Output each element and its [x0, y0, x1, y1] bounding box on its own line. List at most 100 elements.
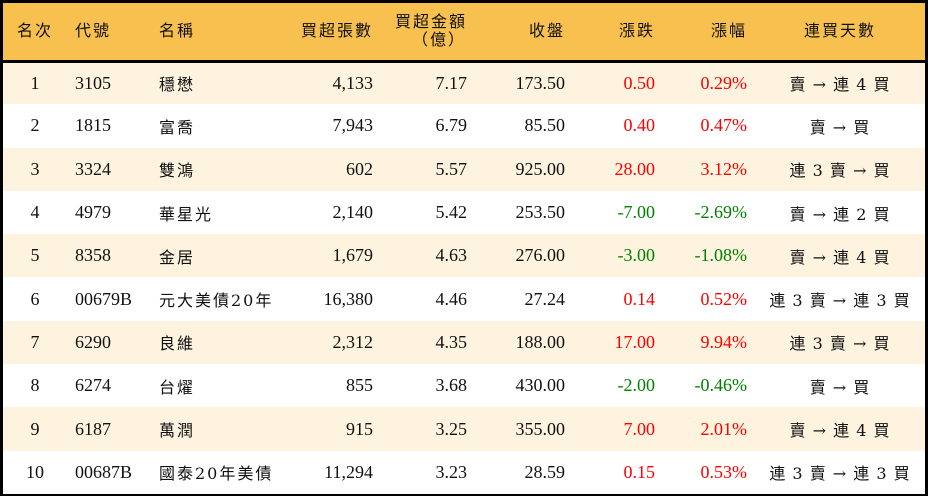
header-net-buy-amount[interactable]: 買超金額 （億）: [381, 3, 481, 63]
net-buy-lots-cell: 2,312: [332, 331, 374, 352]
change-pct-cell: 0.29%: [700, 72, 748, 93]
net-buy-ranking-table: 名次 代號 名稱 買超張數 買超金額 （億） 收盤 漲跌 漲幅 連買天數 1 31…: [3, 3, 925, 494]
net-buy-amount-cell: 4.46: [435, 288, 468, 309]
change-pct-cell: 0.53%: [700, 461, 748, 482]
change-cell: 7.00: [623, 418, 656, 439]
header-change-pct[interactable]: 漲幅: [663, 3, 755, 63]
change-cell: -3.00: [617, 245, 656, 266]
close-price-cell: 355.00: [515, 418, 566, 439]
name-cell: 華星光: [159, 204, 214, 224]
net-buy-amount-cell: 7.17: [435, 72, 468, 93]
net-buy-lots-cell: 855: [346, 375, 373, 396]
streak-cell: 賣 → 連 4 買: [789, 75, 891, 95]
change-cell: -2.00: [617, 375, 656, 396]
streak-cell: 賣 → 連 2 買: [789, 204, 891, 224]
net-buy-lots-cell: 16,380: [323, 288, 374, 309]
net-buy-amount-cell: 4.63: [435, 245, 468, 266]
net-buy-lots-cell: 915: [346, 418, 373, 439]
name-cell: 台燿: [159, 377, 196, 397]
rank-cell: 7: [30, 331, 40, 352]
change-pct-cell: 2.01%: [700, 418, 748, 439]
rank-cell: 10: [26, 461, 44, 482]
streak-cell: 連 3 賣 → 連 3 買: [769, 464, 911, 484]
table-row[interactable]: 4 4979 華星光 2,140 5.42 253.50 -7.00 -2.69% 賣 → 連 …: [3, 190, 925, 235]
change-pct-cell: -0.46%: [694, 375, 748, 396]
header-code[interactable]: 代號: [67, 3, 149, 63]
table-row[interactable]: 10 00687B 國泰20年美債 11,294 3.23 28.59 0.15 0.53% 連…: [3, 450, 925, 494]
code-cell: 3105: [75, 72, 111, 93]
change-cell: 0.14: [623, 288, 656, 309]
net-buy-lots-cell: 4,133: [332, 72, 374, 93]
name-cell: 金居: [159, 247, 196, 267]
header-streak[interactable]: 連買天數: [755, 3, 925, 63]
code-cell: 1815: [75, 115, 111, 136]
table-row[interactable]: 2 1815 富喬 7,943 6.79 85.50 0.40 0.47% 賣 → 買: [3, 104, 925, 148]
code-cell: 00687B: [75, 461, 133, 482]
name-cell: 元大美債20年: [159, 291, 274, 311]
table-row[interactable]: 1 3105 穩懋 4,133 7.17 173.50 0.50 0.29% 賣 → 連 4 買: [3, 61, 925, 105]
table-row[interactable]: 9 6187 萬潤 915 3.25 355.00 7.00 2.01% 賣 → 連 4 買: [3, 407, 925, 451]
name-cell: 萬潤: [159, 421, 196, 441]
net-buy-amount-cell: 4.35: [435, 331, 468, 352]
change-pct-cell: 0.47%: [700, 115, 748, 136]
code-cell: 3324: [75, 158, 111, 179]
net-buy-lots-cell: 7,943: [332, 115, 374, 136]
change-cell: 28.00: [614, 158, 656, 179]
net-buy-amount-cell: 6.79: [435, 115, 468, 136]
table-row[interactable]: 3 3324 雙鴻 602 5.57 925.00 28.00 3.12% 連 3 賣 → 買: [3, 147, 925, 191]
code-cell: 6274: [75, 375, 111, 396]
change-cell: 0.15: [623, 461, 656, 482]
name-cell: 雙鴻: [159, 161, 196, 181]
name-cell: 穩懋: [159, 75, 196, 95]
net-buy-lots-cell: 1,679: [332, 245, 374, 266]
change-cell: 0.40: [623, 115, 656, 136]
streak-cell: 連 3 賣 → 買: [789, 161, 891, 181]
change-pct-cell: 9.94%: [700, 331, 748, 352]
net-buy-amount-cell: 3.23: [435, 461, 468, 482]
change-cell: 0.50: [623, 72, 656, 93]
header-net-buy-amount-line2: （億）: [411, 30, 466, 50]
table-row[interactable]: 8 6274 台燿 855 3.68 430.00 -2.00 -0.46% 賣 → 買: [3, 364, 925, 408]
header-rank[interactable]: 名次: [3, 3, 67, 63]
table-header-row: 名次 代號 名稱 買超張數 買超金額 （億） 收盤 漲跌 漲幅 連買天數: [3, 3, 925, 63]
rank-cell: 9: [30, 418, 40, 439]
change-pct-cell: 0.52%: [700, 288, 748, 309]
change-pct-cell: -2.69%: [694, 202, 748, 223]
code-cell: 8358: [75, 245, 111, 266]
rank-cell: 4: [30, 202, 40, 223]
header-close[interactable]: 收盤: [481, 3, 573, 63]
name-cell: 國泰20年美債: [159, 464, 274, 484]
net-buy-amount-cell: 3.25: [435, 418, 468, 439]
close-price-cell: 28.59: [524, 461, 566, 482]
rank-cell: 1: [30, 72, 40, 93]
header-name[interactable]: 名稱: [149, 3, 289, 63]
close-price-cell: 188.00: [515, 331, 566, 352]
code-cell: 00679B: [75, 288, 133, 309]
net-buy-amount-cell: 5.42: [435, 202, 468, 223]
change-cell: -7.00: [617, 202, 656, 223]
close-price-cell: 430.00: [515, 375, 566, 396]
table-row[interactable]: 7 6290 良維 2,312 4.35 188.00 17.00 9.94% 連 3 賣 → …: [3, 320, 925, 365]
name-cell: 良維: [159, 334, 196, 354]
change-cell: 17.00: [614, 331, 656, 352]
close-price-cell: 253.50: [515, 202, 566, 223]
change-pct-cell: 3.12%: [700, 158, 748, 179]
streak-cell: 賣 → 連 4 買: [789, 247, 891, 267]
streak-cell: 連 3 賣 → 買: [789, 334, 891, 354]
change-pct-cell: -1.08%: [694, 245, 748, 266]
rank-cell: 8: [30, 375, 40, 396]
close-price-cell: 925.00: [515, 158, 566, 179]
net-buy-amount-cell: 5.57: [435, 158, 468, 179]
rank-cell: 5: [30, 245, 40, 266]
header-net-buy-lots[interactable]: 買超張數: [289, 3, 381, 63]
net-buy-lots-cell: 602: [346, 158, 373, 179]
header-change[interactable]: 漲跌: [573, 3, 663, 63]
close-price-cell: 27.24: [524, 288, 566, 309]
table-row[interactable]: 5 8358 金居 1,679 4.63 276.00 -3.00 -1.08% 賣 → 連 4…: [3, 234, 925, 278]
table-row[interactable]: 6 00679B 元大美債20年 16,380 4.46 27.24 0.14 0.52% 連 …: [3, 277, 925, 321]
close-price-cell: 173.50: [515, 72, 566, 93]
streak-cell: 賣 → 買: [809, 377, 871, 397]
close-price-cell: 85.50: [524, 115, 566, 136]
header-net-buy-amount-line1: 買超金額: [394, 12, 467, 32]
